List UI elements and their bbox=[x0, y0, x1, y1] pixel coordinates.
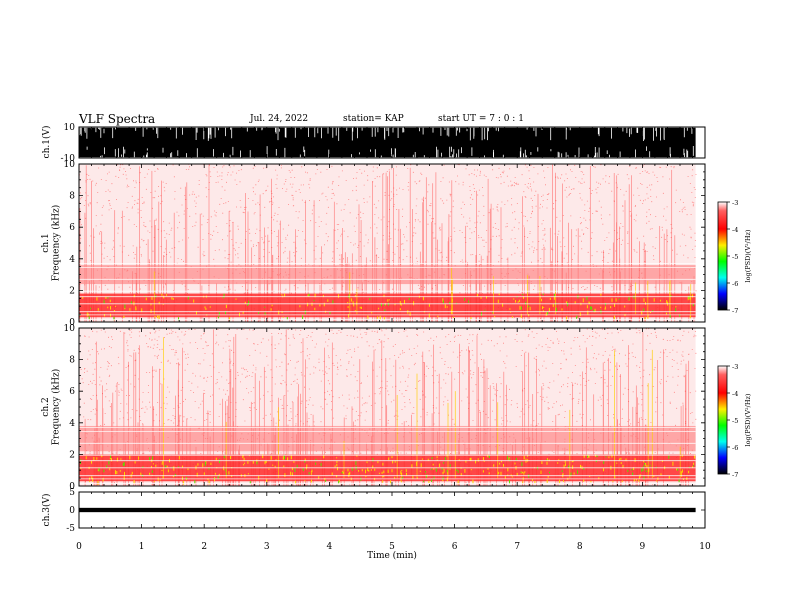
yellow-spikes bbox=[163, 337, 681, 479]
y-tick-label: 8 bbox=[69, 356, 75, 366]
date-label: Jul. 24, 2022 bbox=[250, 114, 309, 124]
x-ticks-panel-2 bbox=[78, 164, 706, 322]
y-tick-label: 10 bbox=[64, 160, 76, 170]
y-tick-label: 4 bbox=[69, 419, 75, 429]
x-tick-label: 10 bbox=[699, 542, 711, 552]
x-tick-label: 2 bbox=[201, 542, 207, 552]
y-tick-label: 10 bbox=[64, 123, 76, 133]
y-tick-label: -10 bbox=[61, 154, 76, 164]
y-tick-label: 6 bbox=[69, 387, 75, 397]
y-tick-label: 2 bbox=[69, 450, 75, 460]
band-1 bbox=[79, 265, 696, 285]
ch1-spectrogram-ylabel: ch.1Frequency (kHz) bbox=[41, 205, 61, 282]
colorbar-tick-label: -7 bbox=[732, 471, 738, 479]
x-tick-label: 5 bbox=[389, 542, 395, 552]
colorbar-gradient bbox=[717, 365, 728, 475]
ch3-ylabel: ch.3(V) bbox=[41, 494, 52, 527]
figure-title: VLF Spectra bbox=[79, 112, 156, 126]
ch1-colorbar: -3 -4 -5 -6 -7 log(PSD)(V²/Hz) bbox=[717, 199, 752, 315]
y-tick-label: 0 bbox=[69, 506, 75, 516]
colorbar-tick-label: -6 bbox=[732, 280, 738, 288]
station-label: station= KAP bbox=[343, 114, 404, 124]
colorbar-tick-label: -5 bbox=[732, 417, 738, 425]
colorbar-tick-label: -6 bbox=[732, 444, 738, 452]
ylabel-line: ch.1 bbox=[41, 233, 51, 252]
x-tick-label: 0 bbox=[76, 542, 82, 552]
x-tick-label: 4 bbox=[327, 542, 333, 552]
colorbar-ticks bbox=[727, 365, 730, 475]
ch1-waveform-gaps bbox=[79, 127, 694, 169]
x-tick-label: 9 bbox=[640, 542, 646, 552]
x-ticks-panel-3 bbox=[78, 328, 706, 486]
y-tick-label: 8 bbox=[69, 192, 75, 202]
ch2-spectrogram-ylabel: ch.2Frequency (kHz) bbox=[41, 369, 61, 446]
y-tick-label: -5 bbox=[66, 524, 75, 534]
hot-spots-yellow bbox=[78, 293, 693, 321]
white-lines bbox=[79, 427, 696, 484]
ylabel-line: Frequency (kHz) bbox=[50, 369, 61, 446]
ch3-waveform-trace bbox=[79, 507, 696, 513]
x-ticks-panel-1 bbox=[78, 127, 706, 158]
x-tick-label: 3 bbox=[264, 542, 270, 552]
y-tick-label: 2 bbox=[69, 286, 75, 296]
colorbar-ticks bbox=[727, 201, 730, 311]
colorbar-tick-label: -4 bbox=[732, 226, 738, 234]
colorbar-gradient bbox=[717, 201, 728, 311]
y-ticks-panel-1 bbox=[79, 126, 705, 159]
colorbar-label: log(PSD)(V²/Hz) bbox=[744, 393, 752, 446]
y-tick-label: 5 bbox=[69, 488, 75, 498]
colorbar-tick-label: -5 bbox=[732, 253, 738, 261]
ylabel-line: Frequency (kHz) bbox=[50, 205, 61, 282]
colorbar-tick-label: -7 bbox=[732, 307, 738, 315]
white-lines bbox=[79, 263, 696, 320]
ch1-ylabel: ch.1(V) bbox=[41, 126, 52, 159]
x-tick-label: 7 bbox=[514, 542, 520, 552]
x-tick-label: 1 bbox=[139, 542, 145, 552]
y-tick-label: 0 bbox=[69, 482, 75, 492]
ch2-spectrogram bbox=[78, 327, 697, 487]
x-tick-label: 8 bbox=[577, 542, 583, 552]
ch1-spectrogram bbox=[78, 163, 697, 323]
ylabel-line: ch.2 bbox=[41, 397, 51, 416]
ch2-colorbar: -3 -4 -5 -6 -7 log(PSD)(V²/Hz) bbox=[717, 363, 752, 479]
y-tick-label: 6 bbox=[69, 223, 75, 233]
y-tick-label: 0 bbox=[69, 318, 75, 328]
colorbar-tick-label: -4 bbox=[732, 390, 738, 398]
y-ticks-panel-3 bbox=[79, 327, 705, 487]
x-axis-label: Time (min) bbox=[367, 550, 417, 561]
x-tick-label: 6 bbox=[452, 542, 458, 552]
band-1 bbox=[79, 425, 696, 452]
ch1-waveform-trace bbox=[79, 127, 696, 158]
colorbar-tick-label: -3 bbox=[732, 199, 738, 207]
x-ticks-panel-4 bbox=[78, 492, 706, 528]
colorbar-tick-label: -3 bbox=[732, 363, 738, 371]
colorbar-label: log(PSD)(V²/Hz) bbox=[744, 229, 752, 282]
y-ticks-panel-2 bbox=[79, 163, 705, 323]
y-tick-label: 4 bbox=[69, 255, 75, 265]
yellow-spikes bbox=[153, 267, 692, 315]
y-tick-label: 10 bbox=[64, 324, 76, 334]
start-time-label: start UT = 7 : 0 : 1 bbox=[438, 114, 524, 124]
y-ticks-panel-4 bbox=[79, 491, 705, 529]
